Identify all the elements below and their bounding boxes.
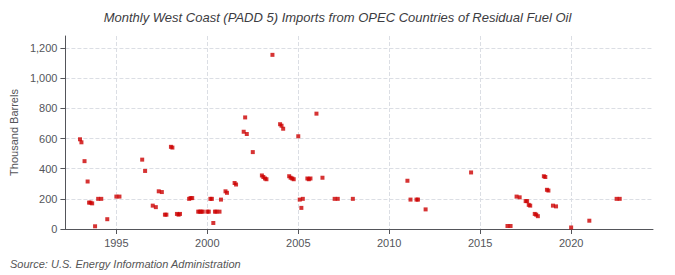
svg-text:800: 800 <box>39 102 57 114</box>
svg-text:0: 0 <box>51 223 57 235</box>
svg-text:1995: 1995 <box>104 237 128 249</box>
svg-text:1,200: 1,200 <box>30 42 58 54</box>
svg-text:Monthly West Coast (PADD 5) Im: Monthly West Coast (PADD 5) Imports from… <box>104 10 573 25</box>
svg-text:200: 200 <box>39 193 57 205</box>
svg-text:2010: 2010 <box>377 237 401 249</box>
svg-text:2000: 2000 <box>195 237 219 249</box>
svg-text:1,000: 1,000 <box>30 72 58 84</box>
svg-text:600: 600 <box>39 133 57 145</box>
svg-text:2020: 2020 <box>559 237 583 249</box>
svg-text:2005: 2005 <box>286 237 310 249</box>
svg-text:Thousand Barrels: Thousand Barrels <box>8 89 20 176</box>
svg-text:Source: U.S. Energy Informatio: Source: U.S. Energy Information Administ… <box>10 258 241 270</box>
svg-text:400: 400 <box>39 163 57 175</box>
svg-text:2015: 2015 <box>468 237 492 249</box>
